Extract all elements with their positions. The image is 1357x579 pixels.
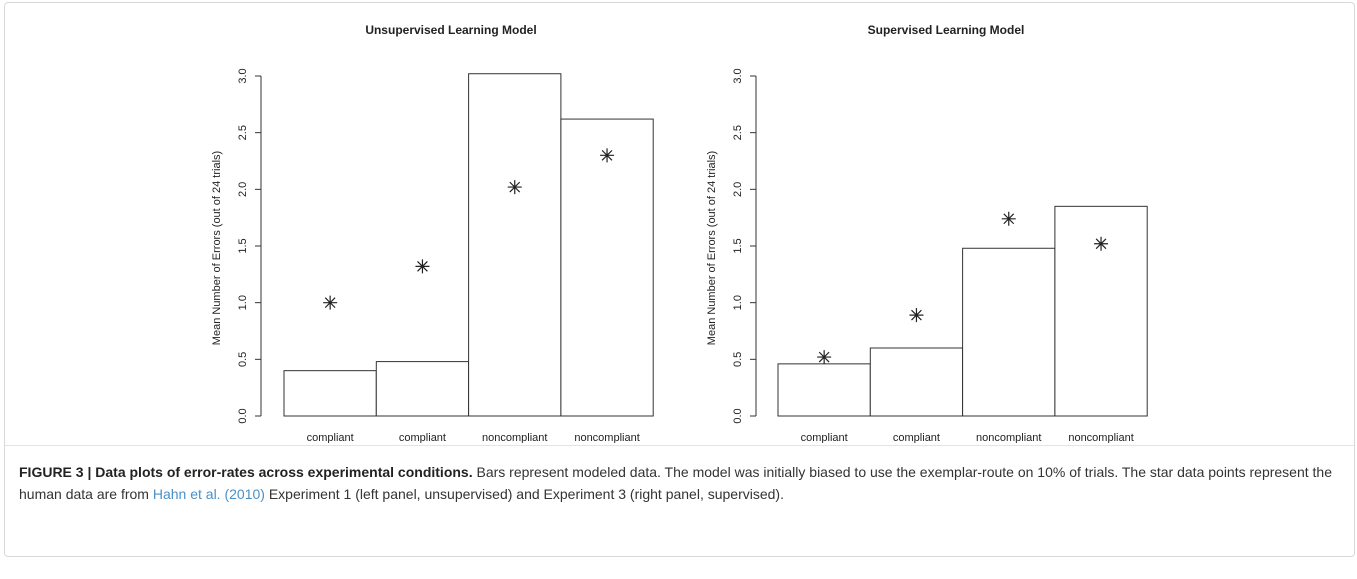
y-tick-label: 0.0 (237, 408, 249, 423)
y-axis-label: Mean Number of Errors (out of 24 trials) (706, 151, 718, 345)
chart-title: Unsupervised Learning Model (365, 23, 536, 37)
bar (962, 247, 1056, 417)
x-tick-label: noncompliant (482, 432, 547, 443)
y-axis-label: Mean Number of Errors (out of 24 trials) (211, 151, 223, 345)
x-tick-label: noncompliant (976, 432, 1041, 443)
y-tick-label: 2.0 (237, 182, 249, 197)
bar (283, 370, 377, 417)
y-tick-label: 3.0 (237, 68, 249, 83)
star-point (507, 180, 522, 195)
bar (777, 363, 871, 417)
figure: Unsupervised Learning Model Mean Number o… (4, 2, 1355, 557)
chart-title: Supervised Learning Model (868, 23, 1025, 37)
caption-text: Bars represent modeled data. The model w… (19, 464, 1332, 502)
x-tick-label: noncompliant (574, 432, 639, 443)
y-tick-label: 0.5 (237, 352, 249, 367)
bar (468, 73, 562, 417)
bar (375, 361, 470, 417)
caption: FIGURE 3 | Data plots of error-rates acr… (19, 461, 1339, 505)
star-point (1001, 211, 1016, 226)
star-point (323, 295, 338, 310)
caption-link[interactable]: Hahn et al. (2010) (152, 486, 265, 502)
star-point (415, 259, 430, 274)
x-tick-label: compliant (893, 432, 940, 443)
bar (560, 118, 654, 417)
caption-label: FIGURE 3 | Data plots of error-rates acr… (19, 464, 473, 480)
y-tick-label: 3.0 (732, 68, 744, 83)
y-tick-label: 1.5 (237, 238, 249, 253)
x-tick-label: compliant (307, 432, 354, 443)
x-tick-label: compliant (399, 432, 446, 443)
x-tick-label: compliant (801, 432, 848, 443)
y-tick-label: 2.5 (237, 125, 249, 140)
star-point (600, 148, 615, 163)
y-tick-label: 1.0 (237, 295, 249, 310)
star-point (909, 308, 924, 323)
y-tick-label: 0.5 (732, 352, 744, 367)
y-tick-label: 1.0 (732, 295, 744, 310)
x-tick-label: noncompliant (1068, 432, 1133, 443)
y-tick-label: 1.5 (732, 238, 744, 253)
star-point (817, 350, 832, 365)
y-tick-label: 2.5 (732, 125, 744, 140)
star-point (1094, 236, 1109, 251)
y-tick-label: 2.0 (732, 182, 744, 197)
caption-text: Experiment 1 (left panel, unsupervised) … (264, 486, 784, 502)
bar (869, 347, 964, 417)
charts: Unsupervised Learning Model Mean Number o… (211, 23, 1148, 443)
y-tick-label: 0.0 (732, 408, 744, 423)
separator (5, 445, 1354, 446)
